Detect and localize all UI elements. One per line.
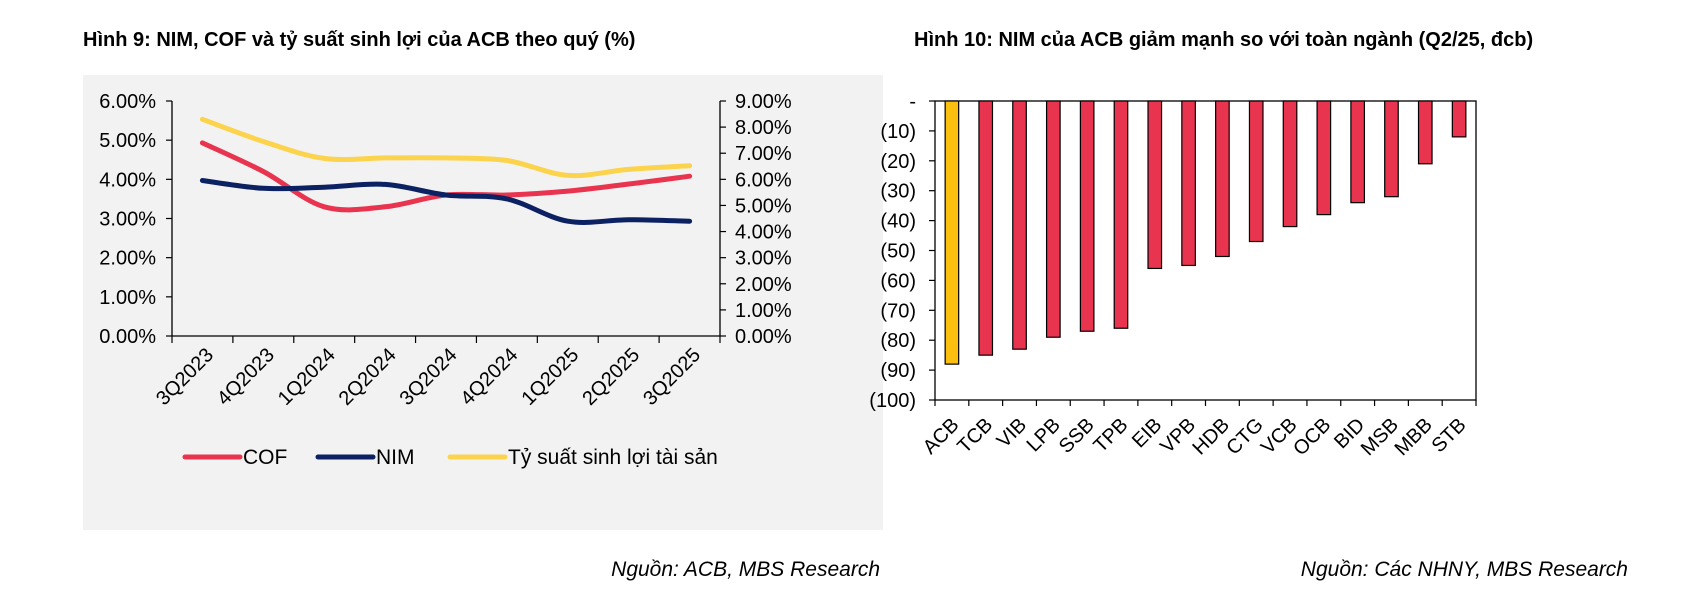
series-line-nim <box>199 178 693 225</box>
left-source-note: Nguồn: ACB, MBS Research <box>611 558 880 581</box>
x-tick-label: STB <box>1428 414 1471 457</box>
left-chart-title: Hình 9: NIM, COF và tỷ suất sinh lợi của… <box>83 29 636 51</box>
bar-vcb <box>1282 100 1298 228</box>
x-tick-label: MBB <box>1391 414 1437 460</box>
x-tick-label: CTG <box>1222 414 1267 459</box>
bar-ctg <box>1248 100 1264 243</box>
y-tick-label: (20) <box>880 151 916 173</box>
bar-hdb <box>1215 100 1230 258</box>
y-tick-label: (30) <box>880 181 916 203</box>
right-y-tick-label: 1.00% <box>735 300 792 322</box>
right-bar-chart: - (10) (20) (30) (40) (50) (60) (70) (80) (90) (10… <box>869 91 1477 460</box>
left-y-tick-label: 5.00% <box>99 130 156 152</box>
bar-msb <box>1384 100 1399 198</box>
bar-tpb <box>1113 100 1129 329</box>
right-y-tick-label: 9.00% <box>735 91 792 113</box>
bar-ocb <box>1316 100 1332 216</box>
right-y-tick-label: 3.00% <box>735 248 792 270</box>
left-y-tick-label: 2.00% <box>99 248 156 270</box>
x-tick-label: VIB <box>993 414 1031 452</box>
right-chart-title: Hình 10: NIM của ACB giảm mạnh so với to… <box>914 29 1534 51</box>
y-tick-label: (80) <box>880 330 916 352</box>
right-y-tick-label: 5.00% <box>735 195 792 217</box>
right-y-tick-label: 8.00% <box>735 117 792 139</box>
left-y-tick-label: 4.00% <box>99 169 156 191</box>
x-tick-label: TCB <box>953 414 997 458</box>
x-tick-label: TPB <box>1089 414 1132 457</box>
y-tick-label: (100) <box>869 390 916 412</box>
bar-vib <box>1012 100 1027 350</box>
bar-stb <box>1451 100 1467 138</box>
left-y-tick-label: 1.00% <box>99 287 156 309</box>
right-y-tick-label: 2.00% <box>735 274 792 296</box>
y-tick-label: (90) <box>880 360 916 382</box>
y-tick-label: (10) <box>880 121 916 143</box>
x-tick-label: LPB <box>1023 414 1065 456</box>
y-tick-label: (70) <box>880 300 916 322</box>
legend-label: Tỷ suất sinh lợi tài sản <box>508 446 718 469</box>
y-tick-label: (60) <box>880 270 916 292</box>
x-tick-label: VCB <box>1257 414 1302 459</box>
bar-eib <box>1147 100 1163 270</box>
right-y-tick-label: 0.00% <box>735 326 792 348</box>
legend-label: COF <box>243 446 287 469</box>
legend-label: NIM <box>376 446 415 469</box>
y-tick-label: (40) <box>880 211 916 233</box>
bar-tcb <box>978 100 994 356</box>
bar-vpb <box>1181 100 1196 267</box>
x-tick-label: VPB <box>1156 414 1200 458</box>
x-tick-label: ACB <box>919 414 964 459</box>
bar-bid <box>1350 100 1366 204</box>
x-tick-label: OCB <box>1289 414 1335 460</box>
y-tick-label: - <box>909 91 916 113</box>
y-tick-label: (50) <box>880 241 916 263</box>
right-y-tick-label: 6.00% <box>735 169 792 191</box>
series-line-tỷ-suất-sinh-lợi-tài-sản <box>199 116 693 179</box>
left-y-tick-label: 3.00% <box>99 209 156 231</box>
x-tick-label: SSB <box>1055 414 1099 458</box>
right-y-tick-label: 7.00% <box>735 143 792 165</box>
x-tick-label: MSB <box>1357 414 1403 460</box>
bar-ssb <box>1079 100 1095 332</box>
right-y-tick-label: 4.00% <box>735 222 792 244</box>
bar-lpb <box>1045 100 1061 338</box>
bar-acb <box>944 100 960 365</box>
x-tick-label: HDB <box>1189 414 1234 459</box>
left-y-tick-label: 6.00% <box>99 91 156 113</box>
left-y-tick-label: 0.00% <box>99 326 156 348</box>
right-source-note: Nguồn: Các NHNY, MBS Research <box>1300 558 1628 581</box>
bar-mbb <box>1417 100 1433 165</box>
